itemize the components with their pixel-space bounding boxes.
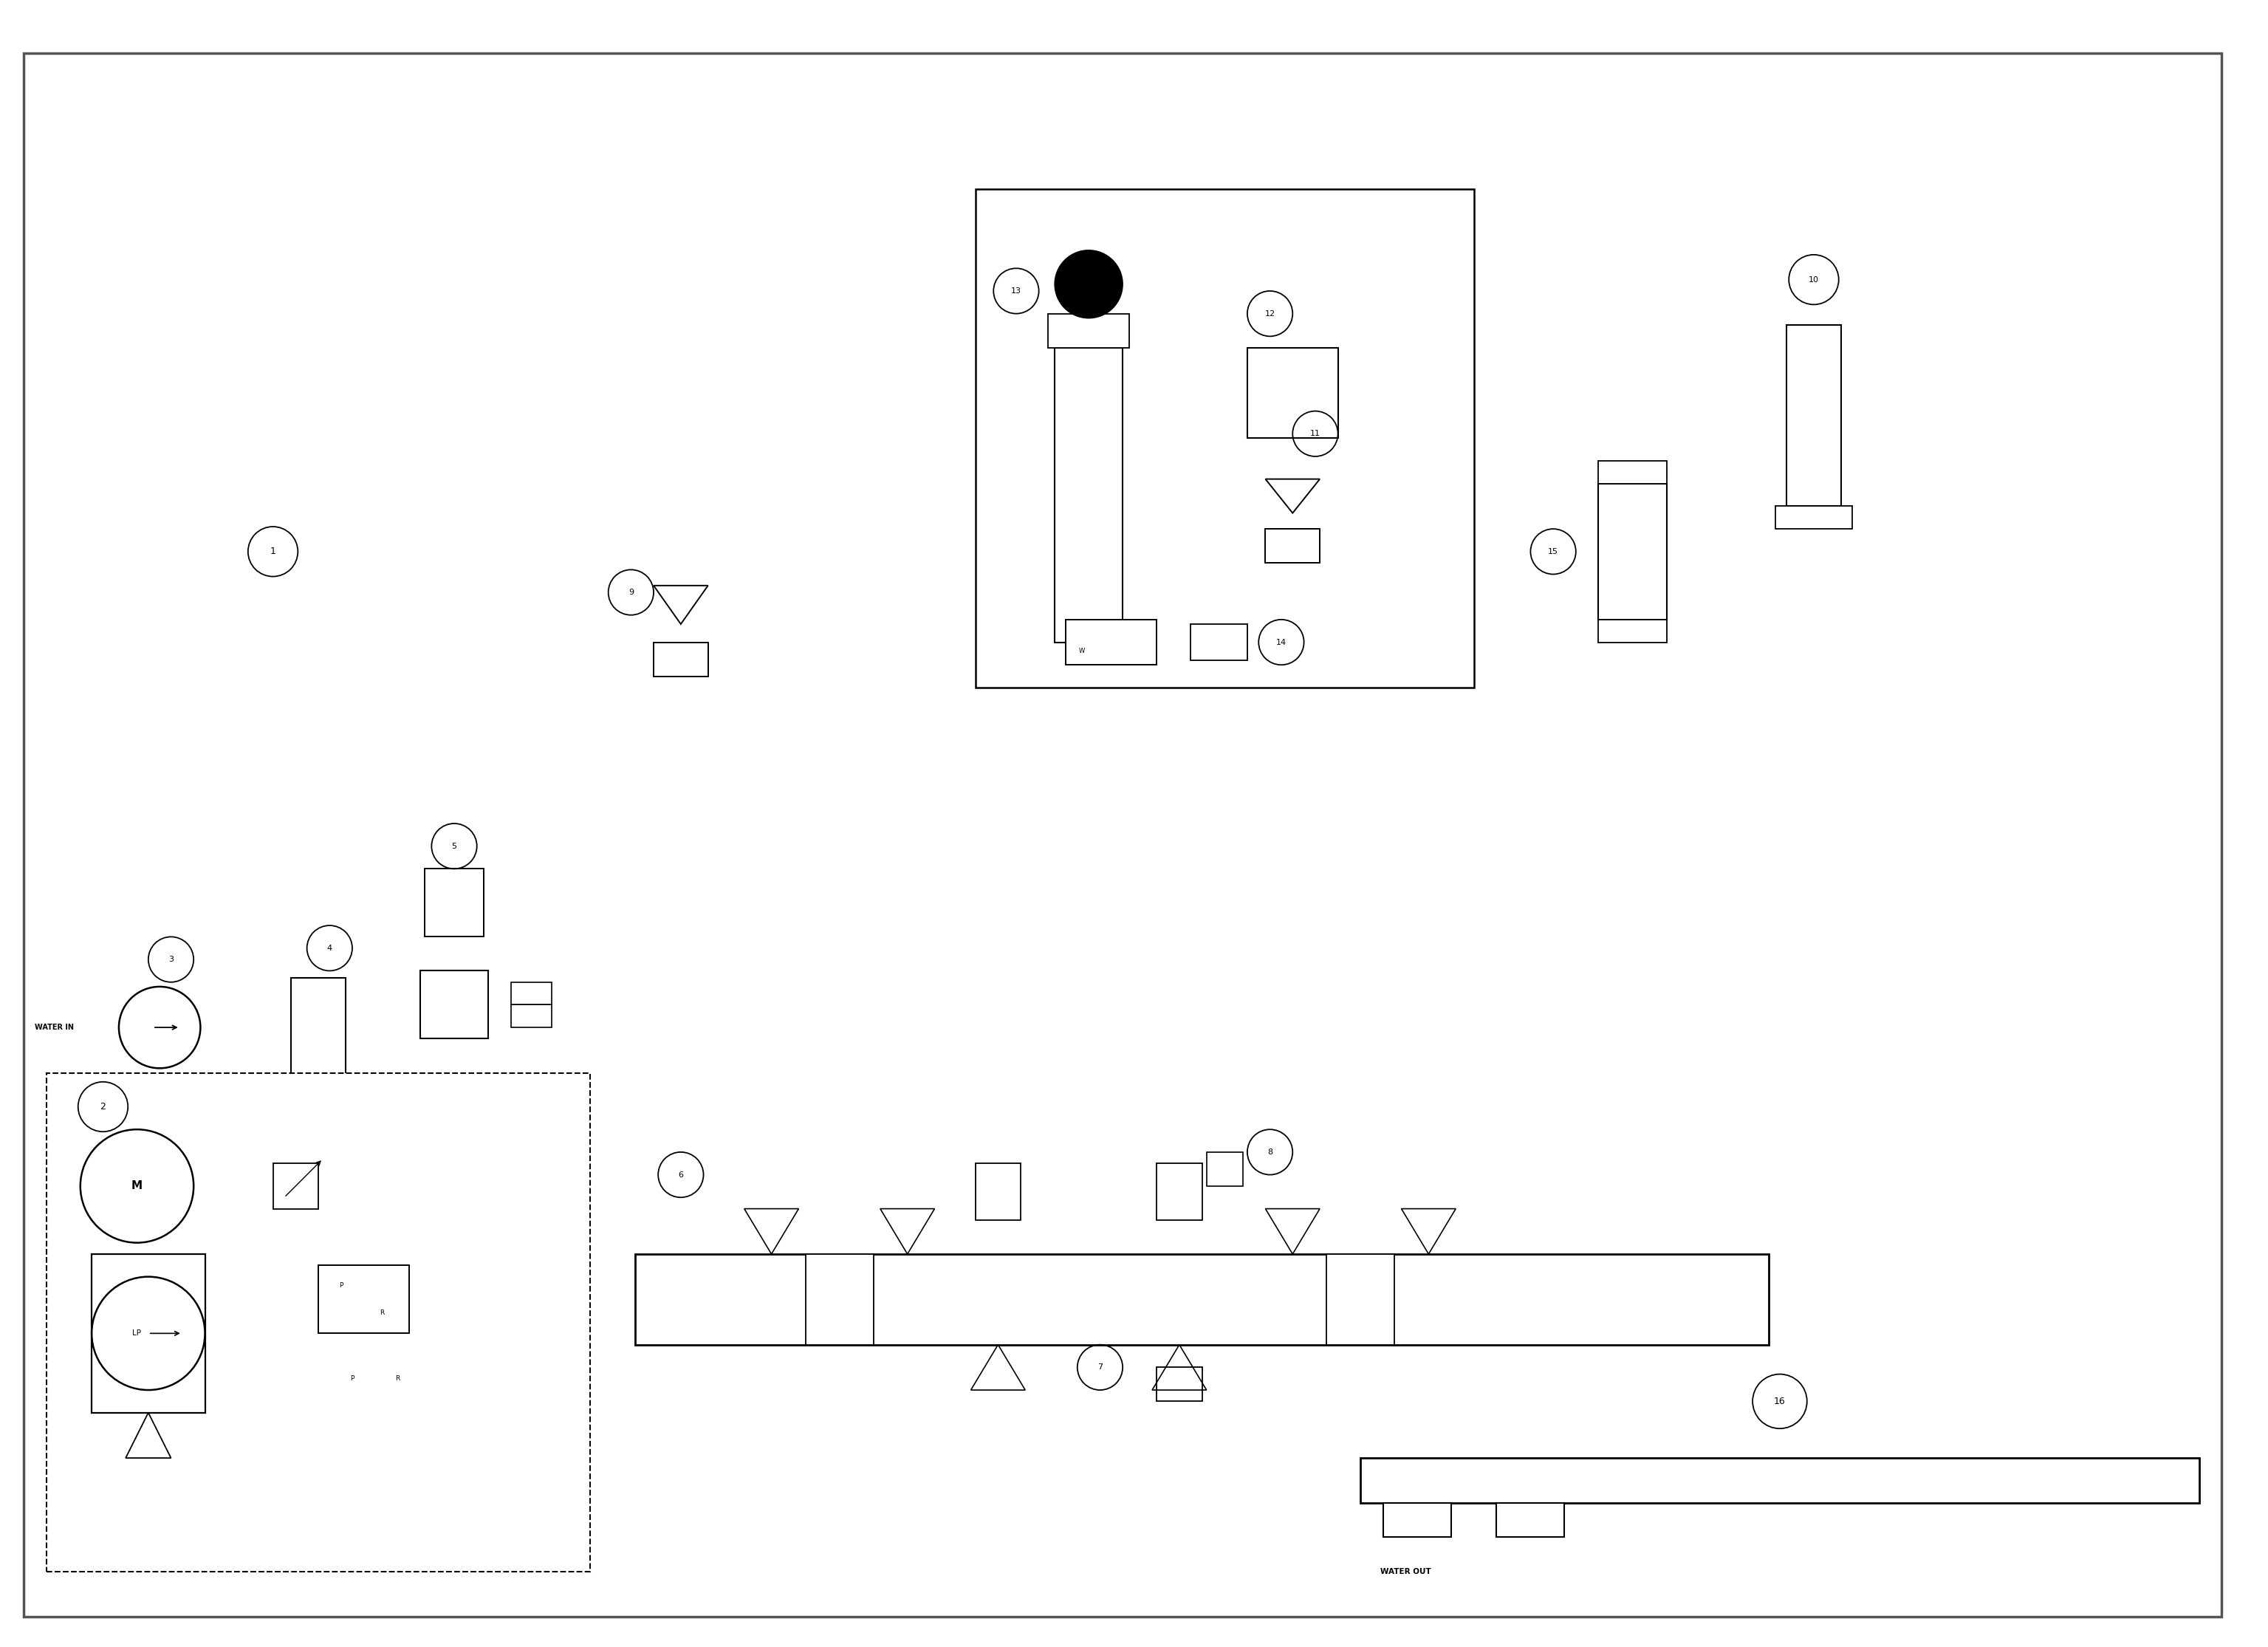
Bar	[1266, 529, 1320, 563]
Text: 4: 4	[327, 944, 331, 952]
Text: R: R	[395, 1375, 399, 1382]
Text: LP: LP	[132, 1329, 141, 1337]
Bar	[1066, 619, 1157, 665]
Text: 12: 12	[1266, 310, 1275, 318]
Text: W: W	[1080, 647, 1084, 654]
Bar	[1599, 461, 1667, 484]
Bar	[420, 970, 488, 1039]
Text: 7: 7	[1098, 1364, 1102, 1370]
Bar	[805, 1253, 873, 1344]
Bar	[45, 1072, 590, 1571]
Text: 5: 5	[451, 843, 456, 850]
Text: 1: 1	[270, 547, 277, 557]
Bar	[1361, 1458, 2200, 1504]
Text: 9: 9	[628, 588, 633, 596]
Bar	[1207, 1153, 1243, 1186]
Bar	[510, 982, 551, 1005]
Text: 2: 2	[100, 1102, 107, 1112]
Bar	[1157, 1163, 1202, 1220]
Bar	[635, 1253, 1769, 1344]
Bar	[975, 1163, 1021, 1220]
Text: 3: 3	[168, 955, 175, 963]
Text: WATER IN: WATER IN	[34, 1024, 75, 1031]
Text: WATER OUT: WATER OUT	[1381, 1568, 1431, 1575]
Text: R: R	[379, 1309, 383, 1316]
Bar	[1327, 1253, 1395, 1344]
Bar	[1055, 348, 1123, 642]
Bar	[1048, 313, 1129, 348]
Bar	[1599, 484, 1667, 619]
Bar	[272, 1163, 318, 1209]
Text: 11: 11	[1311, 430, 1320, 438]
Bar	[290, 978, 345, 1077]
Text: 6: 6	[678, 1171, 683, 1179]
Bar	[1787, 324, 1842, 506]
Text: 13: 13	[1012, 287, 1021, 295]
Text: 15: 15	[1549, 548, 1558, 555]
Bar	[975, 189, 1474, 687]
Bar	[1599, 619, 1667, 642]
Circle shape	[1055, 250, 1123, 318]
Bar	[424, 870, 483, 937]
Bar	[1776, 506, 1853, 529]
Text: 14: 14	[1277, 639, 1286, 646]
Bar	[510, 1005, 551, 1028]
Text: P: P	[349, 1375, 354, 1382]
Bar	[1497, 1504, 1565, 1537]
Bar	[1247, 348, 1338, 438]
Bar	[1191, 624, 1247, 660]
Bar	[653, 642, 708, 677]
Text: 16: 16	[1774, 1397, 1785, 1407]
Bar	[1383, 1504, 1452, 1537]
Text: P: P	[338, 1283, 342, 1290]
Bar	[318, 1265, 408, 1334]
Bar	[1157, 1367, 1202, 1402]
Text: 8: 8	[1268, 1148, 1272, 1156]
Bar	[91, 1253, 204, 1413]
Text: M: M	[132, 1181, 143, 1192]
Text: 10: 10	[1808, 277, 1819, 283]
